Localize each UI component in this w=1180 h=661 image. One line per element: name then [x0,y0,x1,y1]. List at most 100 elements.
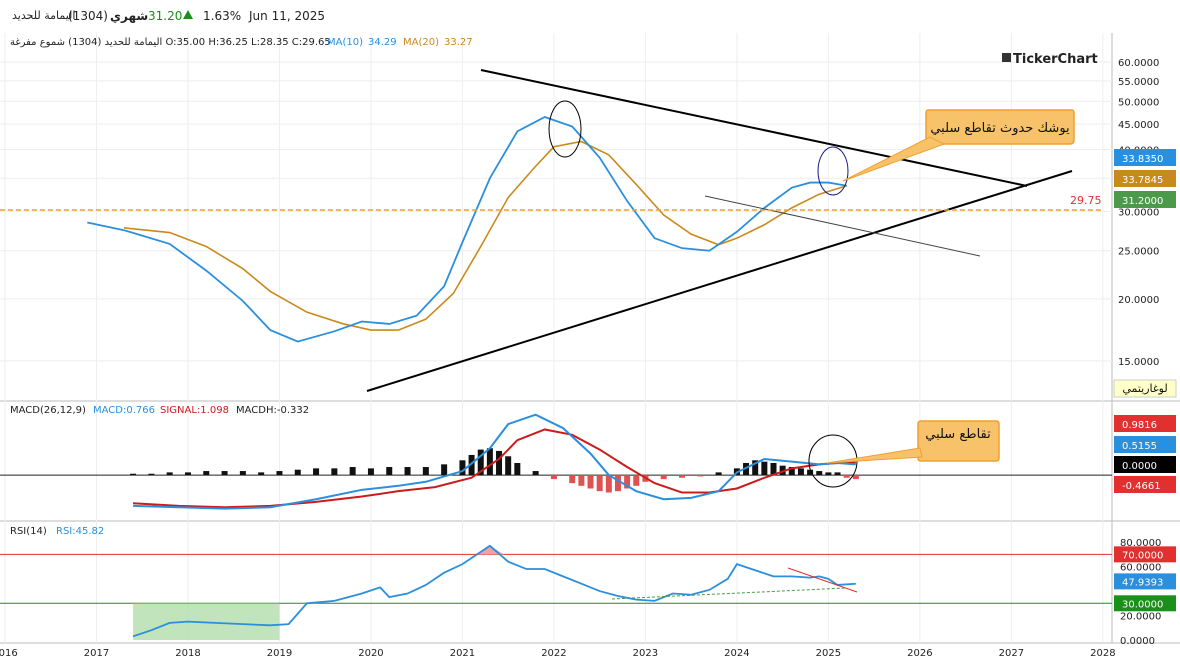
macdh-bar [367,468,374,476]
macdh-bar [569,475,576,484]
year-tick-label: 2025 [816,648,841,659]
year-tick-label: 2027 [999,648,1024,659]
quote-date: Jun 11, 2025 [249,9,326,23]
macdh-bar [486,448,493,476]
macdh-bar [422,467,429,476]
price-tick-label: 50.0000 [1118,97,1159,108]
macdh-bar [514,463,521,476]
macd-panel: 0.9816 0.5155 0.0000 -0.4661 [0,413,1176,510]
macdh-bar [779,465,786,476]
macdh-bar [386,467,393,476]
price-badge [1114,149,1176,166]
macdh-bar [184,472,191,476]
year-tick-label: 2018 [175,648,200,659]
macdh-bar [203,471,210,476]
rsi-tick-label: 20.0000 [1120,612,1161,623]
support-trendline[interactable] [366,170,1073,392]
macdh-value: MACDH:-0.332 [236,405,309,416]
year-tick-label: 2028 [1090,648,1115,659]
price-badge [1114,170,1176,187]
macd-badge-label: 0.5155 [1122,441,1157,452]
macdh-bar [614,475,621,492]
last-price: 31.20 [148,9,183,23]
macdh-bar [258,472,265,476]
rsi-badge-label: 47.9393 [1122,577,1163,588]
macdh-bar [468,454,475,476]
macdh-bar [148,473,155,476]
rsi-support-line [611,587,847,600]
macdh-bar [404,467,411,476]
macdh-bar [752,460,759,476]
resistance-trendline[interactable] [480,69,1028,187]
rsi-resistance-line [787,567,858,593]
macdh-bar [797,468,804,476]
macd-badge [1114,476,1176,493]
price-tick-label: 55.0000 [1118,77,1159,88]
ma-cross-circle [548,100,582,158]
rsi-value: RSI:45.82 [56,526,104,537]
ma20-label: MA(20) [403,37,439,48]
upcoming-cross-circle [817,146,849,196]
macd-badge [1114,415,1176,432]
macdh-bar [715,472,722,476]
price-panel: 60.000055.000050.000045.000040.000035.00… [0,58,1176,659]
price-tick-label: 60.0000 [1118,58,1159,69]
macdh-bar [166,472,173,476]
signal-value: SIGNAL:1.098 [160,405,229,416]
callout-macd-text: تقاطع سلبي [925,427,991,442]
tickerchart-logo: TickerChart [1002,52,1098,67]
ma10-value: 34.29 [368,37,397,48]
rsi-line [132,544,856,638]
macdh-bar [679,475,686,478]
callout-main: يوشك حدوث تقاطع سلبي [842,109,1075,182]
macdh-bar [130,473,137,476]
price-badge [1114,191,1176,208]
rsi-badge [1114,573,1176,590]
symbol-name[interactable]: اليمامة للحديد [12,9,76,22]
macdh-bar [550,475,557,480]
signal-line [133,428,856,509]
price-badge-label: 33.7845 [1122,175,1163,186]
ma10-line [87,116,847,343]
log-scale-button[interactable]: لوغاريتمي [1113,379,1177,398]
macdh-bar [587,475,594,489]
macd-title: MACD(26,12,9) [10,405,86,416]
ma20-value: 33.27 [444,37,473,48]
macd-badge-label: 0.9816 [1122,420,1157,431]
macdh-bar [294,469,301,476]
macdh-bar [834,472,841,476]
ohlc-info: اليمامة للحديد (1304) شموع مفرغة O:35.00… [10,37,331,48]
log-scale-label[interactable]: لوغاريتمي [1122,382,1167,395]
macdh-bar [596,475,603,492]
year-tick-label: 2026 [907,648,932,659]
macdh-bar [331,468,338,476]
rsi-badge-label: 30.0000 [1122,599,1163,610]
macdh-bar [843,475,850,478]
macdh-bar [807,469,814,476]
macd-badge-label: 0.0000 [1122,461,1157,472]
year-tick-label: 2016 [0,648,18,659]
callout-macd: تقاطع سلبي [826,420,1000,464]
price-tick-label: 45.0000 [1118,120,1159,131]
macdh-bar [825,472,832,476]
macd-badge-label: -0.4661 [1122,481,1161,492]
macdh-bar [349,467,356,476]
macdh-bar [788,467,795,476]
macdh-bar [505,456,512,476]
macdh-bar [239,471,246,476]
rsi-badge-label: 70.0000 [1122,550,1163,561]
chart-area[interactable]: 60.000055.000050.000045.000040.000035.00… [0,33,1180,661]
inner-trendline[interactable] [704,195,981,257]
macd-badge [1114,456,1176,473]
ma20-line [123,140,847,331]
rsi-tick-label: 0.0000 [1120,636,1155,647]
year-tick-label: 2023 [633,648,658,659]
period-label[interactable]: شهري [110,9,149,23]
price-badge-label: 33.8350 [1122,154,1163,165]
macd-line [133,413,856,510]
change-percent: 1.63% [203,9,242,23]
rsi-tick-label: 60.0000 [1120,563,1161,574]
macdh-bar [276,471,283,476]
macdh-bar [761,461,768,476]
year-tick-label: 2021 [450,648,475,659]
